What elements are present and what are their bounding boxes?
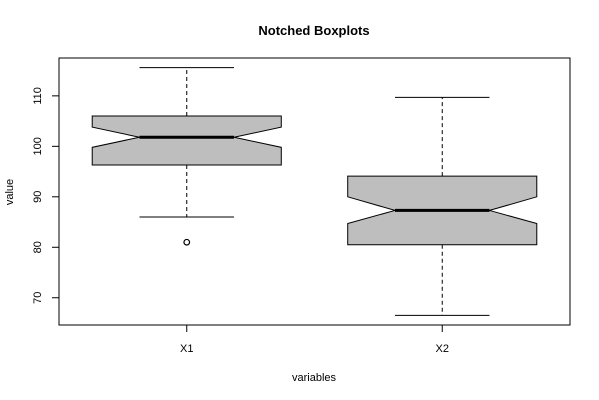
x-tick-label: X2 [436,343,449,355]
y-tick-label: 110 [32,87,44,105]
y-tick-label: 80 [32,241,44,253]
y-tick-label: 70 [32,292,44,304]
chart-marks: 70 80 90 100 110 X1 X2 [32,67,538,355]
outlier-point [183,238,191,246]
notched-box-X1 [91,115,282,166]
y-tick-label: 100 [32,137,44,155]
y-tick-label: 90 [32,191,44,203]
chart-title: Notched Boxplots [258,23,369,38]
y-axis-label: value [4,179,16,205]
x-tick-label: X1 [180,343,193,355]
x-axis-label: variables [292,372,337,384]
